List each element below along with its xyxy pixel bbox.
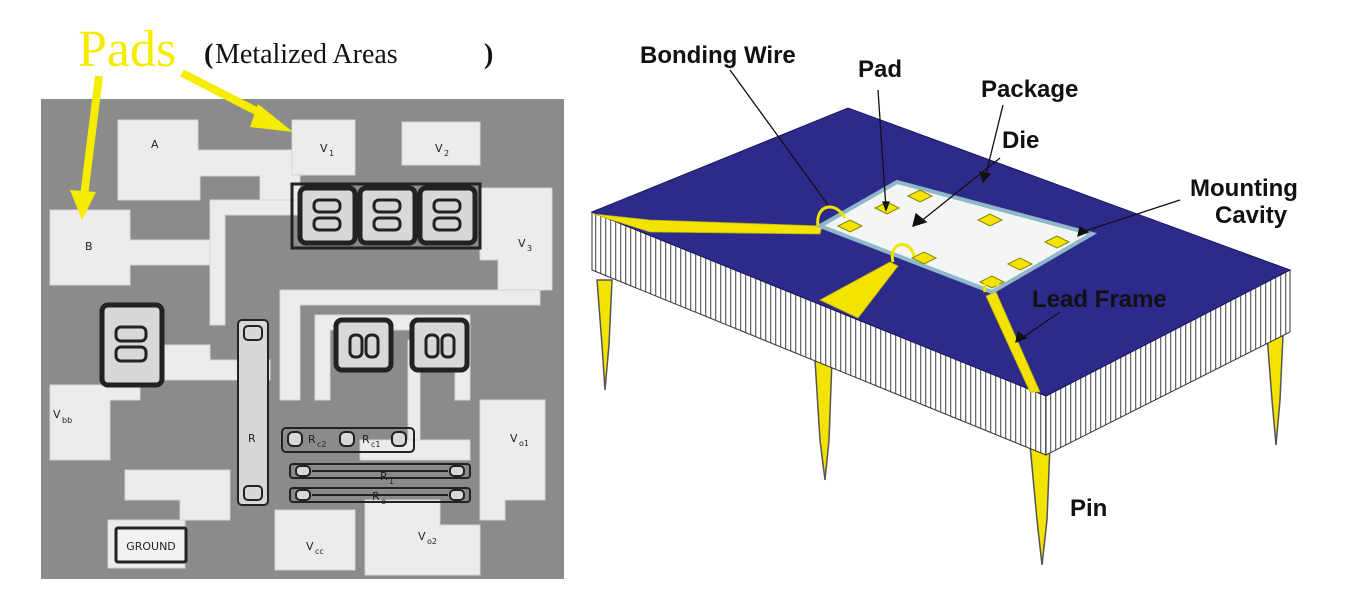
pad-label-v3: V (518, 237, 526, 250)
arrow-to-pad-b (80, 75, 103, 197)
pin-right (1266, 334, 1284, 446)
pad-labels: A V 1 V 2 B V 3 V bb R R c2 R c1 R 1 R e… (53, 138, 532, 564)
pin-front (1029, 444, 1051, 566)
pad-label-b: B (85, 240, 93, 253)
transistor-row-outline (290, 182, 482, 250)
pads-title-open-paren: ( (204, 39, 213, 70)
transistor-2 (357, 185, 418, 246)
label-die: Die (1002, 127, 1039, 154)
resistor-label-rc2-sub: c2 (317, 440, 327, 449)
pad-label-vo2-sub: o2 (427, 537, 437, 546)
callout-mounting-cavity-head (1077, 225, 1090, 238)
transistor-6 (409, 317, 470, 373)
lead-trace-left (593, 213, 823, 235)
pads-arrows (70, 69, 293, 220)
pad-label-vo1-sub: o1 (519, 439, 529, 448)
callout-die (919, 157, 1001, 223)
pad-label-vcc-sub: cc (315, 547, 324, 556)
pads-title-main: Pads (78, 21, 176, 78)
pad-label-v2: V (435, 142, 443, 155)
pad-label-a: A (151, 138, 159, 151)
label-pad: Pad (858, 56, 902, 83)
resistor-label-r: R (248, 432, 256, 445)
callout-mounting-cavity (1081, 199, 1181, 233)
transistor-3 (417, 185, 478, 246)
resistor-r (237, 319, 269, 506)
pad-label-v2-sub: 2 (444, 149, 449, 158)
package-diagram: Bonding Wire Pad Package Die Mounting Ca… (590, 42, 1298, 566)
callout-die-head (912, 212, 928, 227)
resistor-label-re-sub: e (381, 497, 386, 506)
callout-pad (877, 89, 887, 209)
resistor-label-rc1: R (362, 433, 370, 446)
callout-lead-frame (1021, 311, 1061, 339)
arrow-head-pad-b (70, 190, 96, 220)
callout-bonding-wire (729, 69, 829, 206)
resistors (281, 427, 471, 503)
pins (596, 279, 1284, 566)
die-pad-2 (906, 189, 934, 203)
transistor-5 (333, 317, 394, 373)
ground-pad (114, 526, 188, 564)
pads-title-sub: Metalized Areas (215, 39, 398, 70)
pads-title-close-paren: ) (484, 39, 493, 70)
pad-label-ground: GROUND (126, 540, 176, 553)
die-pad-5 (1043, 235, 1071, 249)
arrow-head-pad-v1 (250, 104, 293, 132)
callout-pad-head (882, 201, 890, 212)
resistor-label-rc1-sub: c1 (371, 440, 381, 449)
bonding-wire-1 (816, 205, 847, 227)
pad-label-v1: V (320, 142, 328, 155)
arrow-to-pad-v1 (180, 69, 270, 121)
chip-photo: A V 1 V 2 B V 3 V bb R R c2 R c1 R 1 R e… (41, 99, 564, 579)
label-lead-frame: Lead Frame (1032, 286, 1167, 313)
transistor-4 (99, 302, 165, 388)
bonding-wire-3 (983, 277, 1000, 293)
pad-label-vo1: V (510, 432, 518, 445)
callout-package-head (979, 171, 992, 184)
resistor-label-re: R (372, 490, 380, 503)
callout-package (984, 104, 1004, 179)
pad-label-vbb: V (53, 408, 61, 421)
label-bonding-wire: Bonding Wire (640, 42, 796, 69)
pad-label-v3-sub: 3 (527, 244, 532, 253)
label-mounting-line2: Cavity (1215, 202, 1288, 229)
die-pad-7 (1006, 257, 1034, 271)
die-pad-3 (836, 219, 864, 233)
die-pad-4 (976, 213, 1004, 227)
label-pin: Pin (1070, 495, 1107, 522)
pad-label-vcc: V (306, 540, 314, 553)
label-package: Package (981, 76, 1078, 103)
callout-lead-frame-head (1015, 330, 1028, 344)
resistor-label-r1: R (380, 470, 388, 483)
pad-label-vbb-sub: bb (62, 416, 72, 425)
diagram-labels: Bonding Wire Pad Package Die Mounting Ca… (640, 42, 1298, 522)
transistors (99, 182, 482, 388)
pin-front-left (814, 359, 833, 481)
die-pad-6 (910, 251, 938, 265)
bonding-wire-2 (890, 243, 916, 263)
transistor-1 (297, 185, 358, 246)
resistor-label-r1-sub: 1 (389, 477, 394, 486)
pads-title: Pads ( Metalized Areas ) (78, 21, 493, 78)
pad-label-vo2: V (418, 530, 426, 543)
pin-left (596, 279, 613, 391)
lead-trace-center (819, 261, 899, 319)
lead-frame-traces (593, 213, 1041, 393)
callout-lines (729, 69, 1181, 344)
pad-label-v1-sub: 1 (329, 149, 334, 158)
bonding-wires (816, 205, 1000, 293)
label-mounting-line1: Mounting (1190, 175, 1298, 202)
resistor-label-rc2: R (308, 433, 316, 446)
